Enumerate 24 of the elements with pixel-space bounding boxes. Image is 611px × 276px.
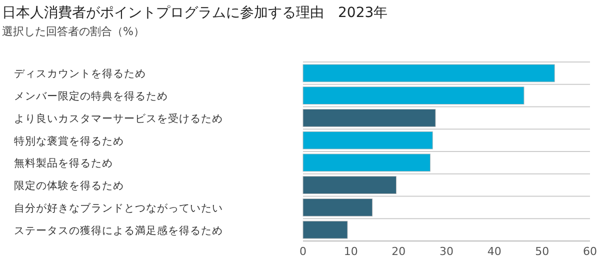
chart-title: 日本人消費者がポイントプログラムに参加する理由 2023年 [2,5,388,21]
bar [302,198,373,216]
x-tick-label: 10 [344,245,358,258]
y-tick-label: より良いカスタマーサービスを受けるため [14,112,223,125]
bar [302,176,397,194]
y-tick-label: 自分が好きなブランドとつながっていたい [14,201,223,214]
x-tick-label: 60 [583,245,597,258]
y-tick-label: 特別な褒賞を得るため [14,134,124,148]
bar [302,64,555,82]
x-tick-label: 50 [535,245,550,258]
y-tick-label: 無料製品を得るため [14,156,113,170]
x-tick-label: 0 [300,245,306,258]
x-tick-label: 40 [487,245,502,258]
bar [302,86,524,105]
bar [302,131,433,150]
y-tick-label: ステータスの獲得による満足感を得るため [14,224,223,237]
bar [302,154,430,172]
y-tick-label: 限定の体験を得るため [14,179,124,192]
x-tick-label: 20 [392,245,406,258]
y-tick-label: ディスカウントを得るため [14,68,146,80]
x-tick-label: 30 [440,245,454,258]
y-tick-label: メンバー限定の特典を得るため [14,90,168,103]
text: 選択した回答者の割合（%） [2,25,144,38]
bar [302,108,436,127]
